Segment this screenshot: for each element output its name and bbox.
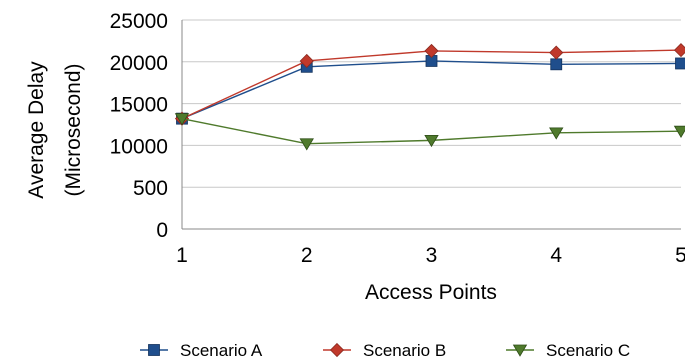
y-axis-label-line1: Average Delay — [25, 61, 48, 199]
x-tick-label: 3 — [426, 244, 438, 267]
legend-marker — [148, 344, 160, 356]
y-tick-labels: 0 500 10000 15000 20000 25000 — [110, 10, 168, 242]
legend-marker — [329, 342, 345, 358]
grid — [182, 19, 681, 188]
x-tick-label: 2 — [301, 244, 313, 267]
x-tick-label: 5 — [675, 244, 685, 267]
y-tick-label: 10000 — [110, 135, 168, 158]
data-point — [549, 127, 564, 140]
data-point — [675, 57, 685, 70]
y-axis-label-line2: (Microsecond) — [62, 63, 85, 196]
legend-label: Scenario A — [180, 341, 263, 360]
y-tick-label: 0 — [156, 219, 168, 242]
series-3 — [174, 113, 685, 151]
legend-label: Scenario C — [546, 341, 630, 360]
y-tick-label: 500 — [133, 177, 168, 200]
x-tick-label: 1 — [176, 244, 188, 267]
x-tick-label: 4 — [550, 244, 562, 267]
data-point — [174, 113, 190, 126]
x-axis-label: Access Points — [365, 281, 497, 304]
data-point — [673, 43, 685, 58]
series-line — [181, 60, 682, 120]
series-group — [174, 43, 685, 151]
series-2 — [174, 43, 685, 126]
data-point — [549, 45, 564, 60]
data-point — [424, 43, 439, 58]
data-point — [550, 58, 563, 71]
legend-item: Scenario C — [506, 341, 630, 360]
x-tick-labels: 1 2 3 4 5 — [176, 244, 685, 267]
legend-label: Scenario B — [363, 341, 446, 360]
data-point — [299, 53, 314, 69]
data-point — [673, 125, 685, 138]
legend-marker — [512, 344, 528, 357]
data-point — [424, 134, 439, 148]
series-1 — [176, 55, 685, 125]
legend-item: Scenario A — [140, 341, 263, 360]
y-tick-label: 25000 — [110, 10, 168, 33]
y-tick-label: 15000 — [110, 94, 168, 117]
legend-item: Scenario B — [323, 341, 446, 360]
legend: Scenario A Scenario B Scenario C — [140, 341, 630, 360]
data-point — [299, 138, 314, 151]
y-tick-label: 20000 — [110, 52, 168, 75]
